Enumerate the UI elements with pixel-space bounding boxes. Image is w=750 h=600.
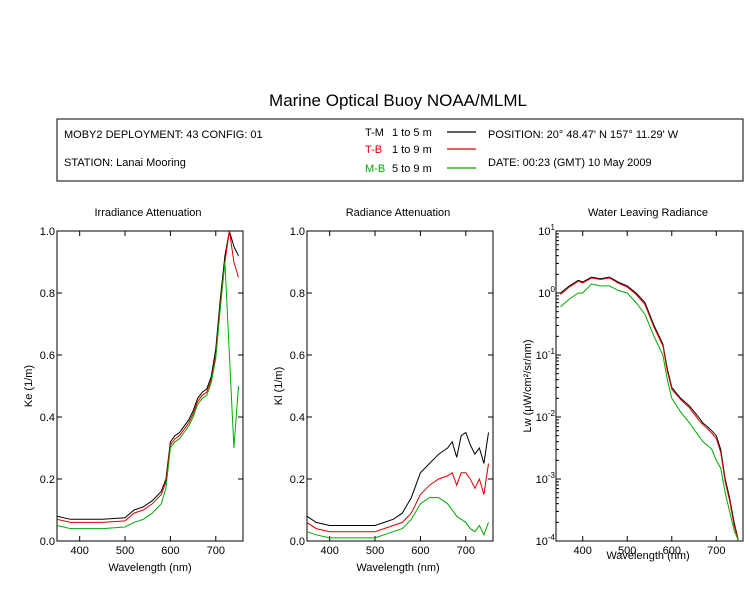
irradiance-panel: Irradiance Attenuation Wavelength (nm) K… — [23, 207, 244, 574]
series-line-t-b — [56, 230, 239, 523]
y-tick-label: 101 — [538, 223, 555, 238]
x-tick-label: 500 — [116, 545, 134, 557]
y-tick-label: 0.2 — [290, 474, 305, 486]
position-label: POSITION: 20° 48.47' N 157° 11.29' W — [488, 129, 679, 141]
y-axis-label: Ke (1/m) — [23, 365, 35, 407]
y-tick-label: 10-3 — [536, 471, 556, 486]
y-tick-label: 0.8 — [40, 288, 55, 300]
y-tick-label: 0.6 — [40, 350, 55, 362]
legend-name-mb: M-B — [365, 163, 385, 175]
legend-name-tb: T-B — [365, 144, 382, 156]
y-tick-label: 0.2 — [40, 474, 55, 486]
panel-title: Radiance Attenuation — [346, 207, 451, 219]
plot-frame — [555, 230, 744, 542]
x-tick-label: 700 — [457, 545, 475, 557]
x-tick-label: 700 — [707, 545, 725, 557]
station-label: STATION: Lanai Mooring — [64, 157, 186, 169]
x-tick-label: 600 — [663, 545, 681, 557]
y-tick-label: 1.0 — [290, 226, 305, 238]
x-tick-label: 500 — [366, 545, 384, 557]
y-tick-label: 0.4 — [290, 412, 305, 424]
radiance-panel: Radiance Attenuation Wavelength (nm) Kl … — [273, 207, 494, 574]
y-axis-label: Kl (1/m) — [273, 367, 285, 406]
water-leaving-panel: Water Leaving Radiance Wavelength (nm) L… — [522, 207, 744, 562]
legend-range-mb: 5 to 9 m — [392, 163, 432, 175]
series-line-m-b — [306, 497, 489, 539]
y-axis-label: Lw (μW/cm²/sr/nm) — [522, 339, 534, 432]
series-line-m-b — [560, 283, 739, 542]
x-tick-label: 600 — [411, 545, 429, 557]
y-tick-label: 0.4 — [40, 412, 55, 424]
x-tick-label: 400 — [321, 545, 339, 557]
x-tick-label: 400 — [71, 545, 89, 557]
legend: T-M 1 to 5 m T-B 1 to 9 m M-B 5 to 9 m — [365, 127, 476, 175]
x-axis-label: Wavelength (nm) — [108, 562, 191, 574]
y-tick-label: 10-1 — [536, 347, 556, 362]
x-axis-label: Wavelength (nm) — [606, 550, 689, 562]
y-tick-label: 0.6 — [290, 350, 305, 362]
x-axis-label: Wavelength (nm) — [356, 562, 439, 574]
info-box — [56, 118, 744, 182]
y-tick-label: 100 — [538, 285, 555, 300]
series-line-t-m — [306, 431, 489, 526]
series-line-t-b — [306, 463, 489, 533]
series-line-t-m — [56, 230, 239, 520]
plot-frame — [56, 230, 244, 542]
figure-title: Marine Optical Buoy NOAA/MLML — [269, 91, 527, 110]
series-line-m-b — [56, 261, 239, 530]
date-label: DATE: 00:23 (GMT) 10 May 2009 — [488, 157, 652, 169]
y-tick-label: 10-4 — [536, 533, 556, 548]
panel-title: Water Leaving Radiance — [588, 207, 708, 219]
y-tick-label: 0.0 — [290, 536, 305, 548]
legend-name-tm: T-M — [365, 127, 384, 139]
x-tick-label: 400 — [574, 545, 592, 557]
legend-range-tm: 1 to 5 m — [392, 127, 432, 139]
x-tick-label: 500 — [618, 545, 636, 557]
deployment-label: MOBY2 DEPLOYMENT: 43 CONFIG: 01 — [64, 129, 263, 141]
plot-frame — [306, 230, 494, 542]
legend-range-tb: 1 to 9 m — [392, 144, 432, 156]
y-tick-label: 0.8 — [290, 288, 305, 300]
series-line-t-b — [560, 277, 739, 542]
y-tick-label: 10-2 — [536, 409, 556, 424]
panel-title: Irradiance Attenuation — [94, 207, 201, 219]
x-tick-label: 600 — [161, 545, 179, 557]
x-tick-label: 700 — [207, 545, 225, 557]
y-tick-label: 0.0 — [40, 536, 55, 548]
y-tick-label: 1.0 — [40, 226, 55, 238]
